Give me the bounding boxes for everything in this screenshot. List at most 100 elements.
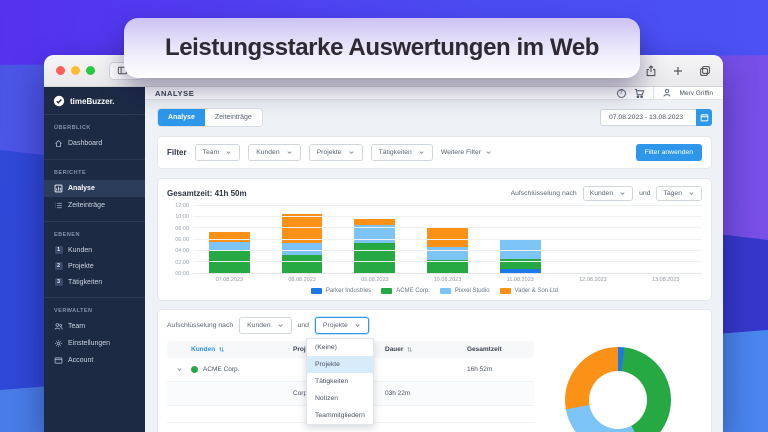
- bar-segment-vader-son-ltd: [427, 227, 468, 248]
- view-tabs: Analyse Zeiteinträge: [157, 108, 263, 127]
- breakdown-label: Aufschlüsselung nach: [167, 322, 234, 329]
- share-icon[interactable]: [645, 64, 657, 77]
- row-expand-icon[interactable]: [167, 366, 191, 373]
- filter-select-team[interactable]: Team: [194, 144, 241, 161]
- filter-select-kunden[interactable]: Kunden: [248, 144, 301, 161]
- tab-analyse[interactable]: Analyse: [158, 109, 205, 126]
- date-range-input[interactable]: 07.08.2023 - 13.08.2023: [600, 109, 696, 126]
- user-name[interactable]: Merv Griffin: [679, 89, 713, 97]
- close-window-button[interactable]: [56, 66, 65, 75]
- gridline: [193, 205, 702, 206]
- breakdown-select-1[interactable]: Kunden: [239, 317, 292, 334]
- sidebar-item-projekte[interactable]: 2 Projekte: [44, 258, 145, 274]
- minimize-window-button[interactable]: [71, 66, 80, 75]
- bar-slot: [266, 206, 339, 273]
- bar-segment-pixxel-studio: [209, 242, 250, 251]
- tab-zeiteintrage[interactable]: Zeiteinträge: [204, 109, 262, 126]
- chevron-down-icon: [354, 322, 361, 329]
- sidebar-item-team[interactable]: Team: [44, 318, 145, 335]
- legend-item-pixxel-studio: Pixxel Studio: [439, 288, 490, 294]
- customer-name: ACME Corp.: [203, 366, 240, 373]
- column-header-gesamtzeit[interactable]: Gesamtzeit: [467, 346, 534, 353]
- sidebar-item-einstellungen[interactable]: Einstellungen: [44, 335, 145, 352]
- y-tick-label: 08:00: [175, 225, 189, 232]
- legend-swatch: [381, 288, 393, 294]
- app-logo[interactable]: timeBuzzer.: [44, 87, 145, 115]
- dauer-cell: 03h 22m: [385, 390, 411, 397]
- sidebar-item-label: Zeiteinträge: [68, 202, 105, 209]
- total-time-label: Gesamtzeit: 41h 50m: [167, 189, 247, 198]
- tabs-overview-icon[interactable]: [699, 65, 711, 77]
- x-axis: 07.08.2023 08.08.2023 09.08.2023 10.08.2023…: [193, 274, 702, 285]
- menu-option-keine[interactable]: (Keine): [315, 344, 337, 351]
- gridline: [193, 238, 702, 240]
- sidebar-item-zeiteintrage[interactable]: Zeiteinträge: [44, 197, 145, 214]
- bar-segment-parker-industries: [499, 268, 541, 273]
- sidebar-item-dashboard[interactable]: Dashboard: [44, 135, 145, 152]
- header-divider: [652, 87, 654, 99]
- bar-11-08-2023[interactable]: [499, 206, 541, 273]
- x-tick-label: 09.08.2023: [361, 277, 389, 283]
- chart-breakdown-select-1[interactable]: Kunden: [582, 186, 634, 201]
- chart-breakdown-select-2[interactable]: Tagen: [656, 186, 702, 201]
- select-value: Tätigkeiten: [378, 149, 412, 156]
- legend-label: Vader & Son Ltd: [514, 288, 559, 294]
- bar-08-08-2023[interactable]: [281, 206, 323, 273]
- select-value: Kunden: [247, 322, 271, 329]
- select-value: Tagen: [663, 190, 682, 197]
- legend-swatch: [310, 288, 322, 294]
- breakdown-label: Aufschlüsselung nach: [510, 190, 577, 197]
- breakdown-select-2[interactable]: Projekte: [314, 317, 369, 334]
- apply-filter-button[interactable]: Filter anwenden: [635, 144, 702, 161]
- sidebar-section: VERWALTEN Team Einstellungen Account: [44, 297, 145, 369]
- column-header-projekte[interactable]: Projekte: [293, 346, 385, 353]
- y-tick-label: 00:00: [175, 271, 189, 277]
- bar-segment-vader-son-ltd: [209, 231, 250, 243]
- page-content: Analyse Zeiteinträge 07.08.2023 - 13.08.2…: [145, 100, 723, 432]
- select-value: Kunden: [256, 149, 280, 156]
- chevron-down-icon: [418, 149, 425, 156]
- sidebar-item-account[interactable]: Account: [44, 352, 145, 369]
- more-filters-link[interactable]: Weitere Filter: [441, 149, 492, 156]
- column-header-kunden[interactable]: Kunden: [191, 346, 293, 353]
- breakdown-conjunction: und: [639, 190, 651, 197]
- menu-option-tatigkeiten[interactable]: Tätigkeiten: [315, 378, 349, 385]
- help-icon[interactable]: ?: [616, 88, 626, 98]
- menu-option-notizen[interactable]: Notizen: [315, 395, 339, 402]
- gridline: [193, 249, 702, 251]
- breakdown-card: Aufschlüsselung nach Kunden und Projekte: [157, 309, 712, 432]
- menu-option-projekte[interactable]: Projekte: [307, 356, 373, 373]
- cart-icon[interactable]: [634, 88, 645, 99]
- bar-segment-pixxel-studio: [354, 225, 396, 243]
- column-header-label: Projekte: [293, 346, 319, 353]
- donut-chart[interactable]: [565, 347, 671, 432]
- x-tick-label: 08.08.2023: [288, 277, 316, 283]
- column-header-label: Gesamtzeit: [467, 346, 502, 353]
- bar-09-08-2023[interactable]: [354, 206, 396, 273]
- browser-window: timeBuzzer. ÜBERBLICK Dashboard BERICHTE An…: [44, 55, 723, 432]
- filter-select-tatigkeiten[interactable]: Tätigkeiten: [370, 144, 433, 161]
- level-3-icon: 3: [54, 278, 63, 286]
- new-tab-icon[interactable]: [672, 65, 684, 77]
- list-icon: [54, 201, 63, 210]
- sidebar-item-label: Einstellungen: [68, 340, 111, 347]
- sidebar-item-tatigkeiten[interactable]: 3 Tätigkeiten: [44, 274, 145, 290]
- menu-option-teammitgliedern[interactable]: Teammitgliedern: [315, 412, 365, 419]
- user-icon[interactable]: [662, 88, 672, 98]
- sidebar-section: BERICHTE Analyse Zeiteinträge: [44, 159, 145, 214]
- customer-color-dot: [191, 366, 198, 373]
- sidebar-item-analyse[interactable]: Analyse: [44, 180, 145, 197]
- sidebar-section-label: BERICHTE: [54, 170, 87, 176]
- sidebar-item-kunden[interactable]: 1 Kunden: [44, 242, 145, 258]
- legend-label: Pixxel Studio: [454, 288, 490, 294]
- filter-select-projekte[interactable]: Projekte: [308, 144, 363, 161]
- gridline: [193, 227, 702, 229]
- column-header-dauer[interactable]: Dauer: [385, 346, 467, 353]
- zoom-window-button[interactable]: [86, 66, 95, 75]
- bar-plot: [193, 205, 702, 274]
- calendar-button[interactable]: [696, 109, 712, 126]
- app-header: ANALYSE ? Merv Griffin: [145, 87, 723, 100]
- legend-item-parker-industries: Parker Industries: [310, 288, 371, 294]
- x-tick-label: 10.08.2023: [433, 277, 462, 283]
- sidebar-item-label: Account: [68, 357, 94, 364]
